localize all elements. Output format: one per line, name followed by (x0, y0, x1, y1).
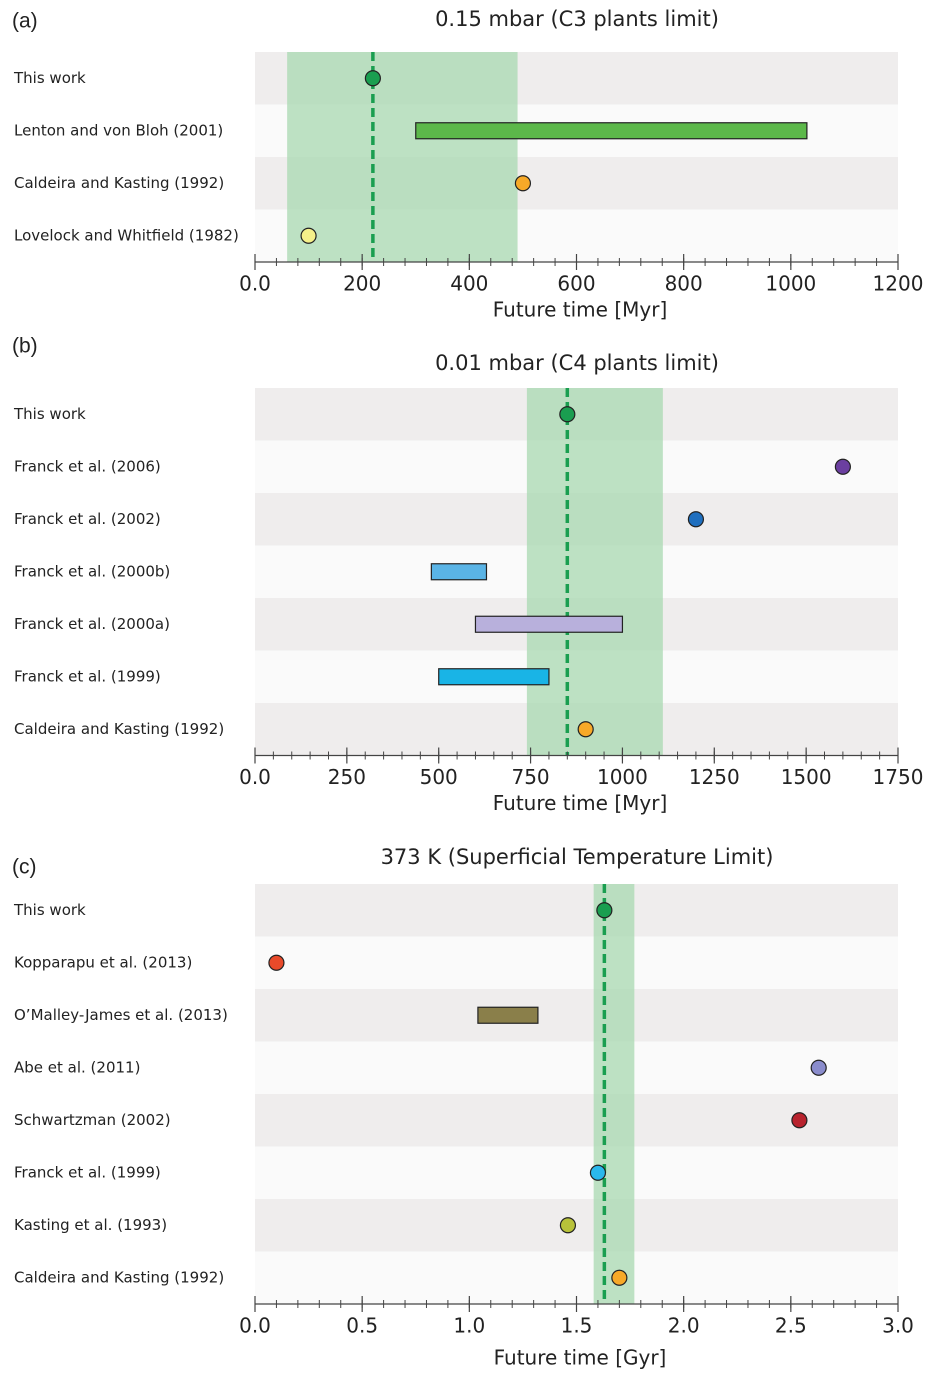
x-tick-label: 1200 (873, 272, 924, 296)
row-label: Lovelock and Whitfield (1982) (14, 226, 239, 244)
x-tick-label: 1500 (781, 765, 832, 789)
range-bar (430, 563, 488, 581)
x-tick-label: 2.5 (775, 1314, 807, 1338)
estimate-dot (589, 1164, 607, 1181)
x-tick-label: 3.0 (882, 1314, 914, 1338)
estimate-dot (300, 227, 317, 244)
row-stripe (255, 936, 898, 989)
row-label: Franck et al. (2000a) (14, 615, 170, 633)
row-stripe (255, 1146, 898, 1199)
x-tick-label: 1250 (689, 765, 740, 789)
x-tick-label: 600 (557, 272, 595, 296)
panel-label: (b) (12, 335, 38, 358)
x-axis-label: Future time [Gyr] (494, 1346, 667, 1370)
x-tick-label: 1.5 (561, 1314, 593, 1338)
range-bar (438, 668, 550, 686)
range-band (287, 52, 518, 262)
row-label: Kopparapu et al. (2013) (14, 953, 192, 971)
row-label: Abe et al. (2011) (14, 1058, 140, 1076)
row-label: Lenton and von Bloh (2001) (14, 121, 223, 139)
x-tick-label: 0.0 (239, 1314, 271, 1338)
x-tick-label: 500 (420, 765, 458, 789)
x-axis-label: Future time [Myr] (493, 298, 668, 322)
estimate-dot (577, 721, 594, 738)
x-tick-label: 0.5 (346, 1314, 378, 1338)
row-label: This work (13, 69, 86, 87)
x-tick-label: 800 (665, 272, 703, 296)
x-tick-label: 0.0 (239, 765, 271, 789)
x-tick-label: 750 (511, 765, 549, 789)
row-label: Franck et al. (2006) (14, 457, 161, 475)
chart-title: 373 K (Superficial Temperature Limit) (381, 845, 774, 869)
range-band (526, 388, 663, 756)
chart-title: 0.01 mbar (C4 plants limit) (435, 351, 719, 375)
row-label: Franck et al. (1999) (14, 1163, 161, 1181)
panel-label: (a) (12, 10, 38, 33)
estimate-dot (596, 902, 613, 919)
estimate-dot (559, 1217, 577, 1234)
row-label: Schwartzman (2002) (14, 1111, 171, 1129)
row-stripe (255, 884, 898, 937)
panel-label: (c) (12, 856, 37, 879)
row-label: Caldeira and Kasting (1992) (14, 720, 224, 738)
row-stripe (255, 1041, 898, 1094)
x-tick-label: 1000 (765, 272, 816, 296)
estimate-dot (268, 954, 285, 971)
range-bar (415, 122, 808, 140)
estimate-dot (514, 175, 532, 192)
x-tick-label: 1000 (597, 765, 648, 789)
row-label: Franck et al. (1999) (14, 667, 161, 685)
chart-title: 0.15 mbar (C3 plants limit) (435, 7, 719, 31)
x-tick-label: 400 (450, 272, 488, 296)
row-label: This work (13, 405, 86, 423)
estimate-dot (687, 511, 705, 528)
estimate-dot (559, 406, 576, 423)
x-tick-label: 0.0 (239, 272, 271, 296)
estimate-dot (364, 70, 381, 87)
estimate-dot (810, 1059, 827, 1076)
row-stripe (255, 1251, 898, 1304)
x-tick-label: 2.0 (668, 1314, 700, 1338)
row-label: Kasting et al. (1993) (14, 1216, 167, 1234)
estimate-dot (611, 1269, 628, 1286)
x-tick-label: 1.0 (453, 1314, 485, 1338)
x-tick-label: 1750 (873, 765, 924, 789)
x-axis-label: Future time [Myr] (493, 791, 668, 815)
row-stripe (255, 1199, 898, 1252)
row-label: Franck et al. (2000b) (14, 562, 170, 580)
estimate-dot (791, 1112, 808, 1129)
row-label: O’Malley-James et al. (2013) (14, 1006, 228, 1024)
row-stripe (255, 1094, 898, 1147)
row-label: Franck et al. (2002) (14, 510, 161, 528)
range-band (593, 884, 635, 1304)
row-label: Caldeira and Kasting (1992) (14, 1268, 224, 1286)
x-tick-label: 250 (328, 765, 366, 789)
row-label: Caldeira and Kasting (1992) (14, 174, 224, 192)
range-bar (474, 615, 624, 633)
x-tick-label: 200 (343, 272, 381, 296)
row-stripe (255, 989, 898, 1042)
range-bar (477, 1006, 539, 1024)
row-label: This work (13, 901, 86, 919)
estimate-dot (834, 458, 851, 475)
